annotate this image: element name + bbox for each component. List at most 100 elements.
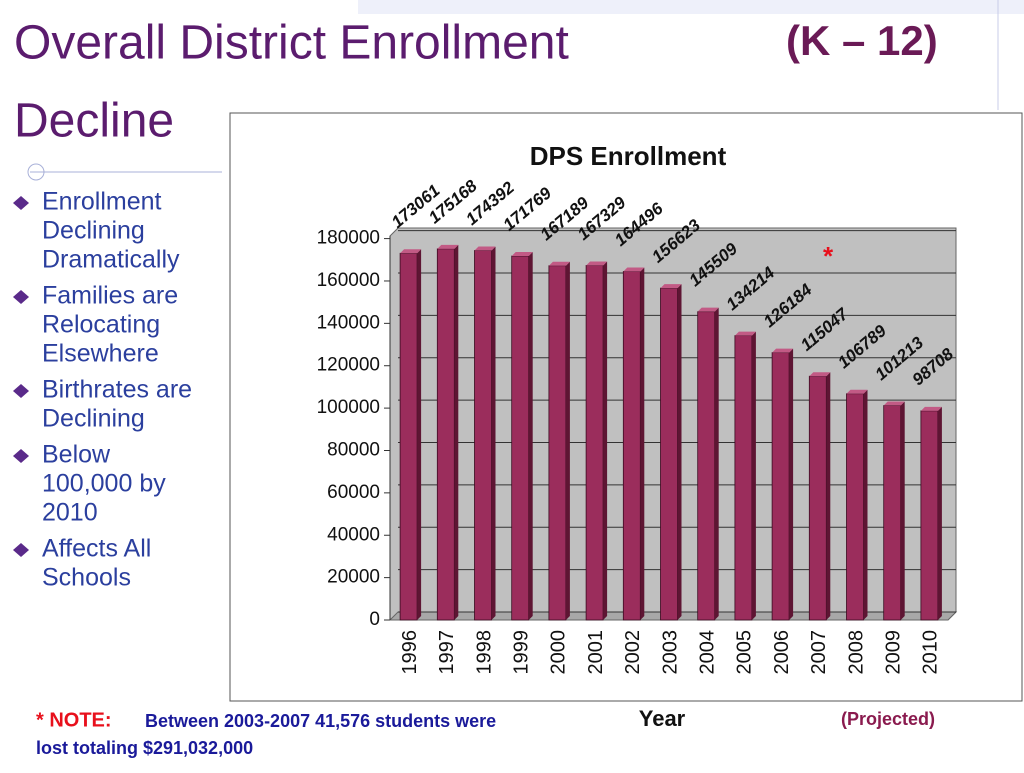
bar-top: [846, 389, 868, 394]
bar-top: [660, 284, 682, 289]
bullet-icon: [13, 543, 29, 557]
bar-top: [437, 244, 459, 249]
bullet-text: Enrollment: [42, 188, 162, 216]
x-tick-label: 2005: [734, 630, 756, 675]
annotation: *: [823, 241, 834, 271]
y-tick-label: 40000: [327, 524, 380, 545]
bar-side: [454, 244, 459, 621]
chart: 0 20000 40000 60000 80000 100000 120000 140000 1…: [317, 176, 958, 675]
bullet-text: Below: [42, 441, 111, 469]
bullet-text: Relocating: [42, 311, 160, 339]
bar-top: [586, 261, 608, 266]
bar-top: [697, 307, 719, 312]
bar: [697, 311, 716, 621]
y-tick-label: 0: [369, 609, 380, 630]
bar-top: [511, 252, 533, 257]
bar: [920, 410, 939, 621]
bar: [734, 335, 753, 621]
x-axis-title: Year: [639, 706, 686, 731]
y-tick-label: 80000: [327, 440, 380, 461]
bar: [622, 271, 641, 621]
y-tick-label: 100000: [317, 397, 380, 418]
bar-top: [623, 267, 645, 272]
bar: [548, 265, 567, 621]
x-tick-label: 2009: [882, 630, 904, 675]
bar: [883, 405, 902, 621]
x-tick-label: 2008: [845, 630, 867, 675]
bar: [660, 287, 678, 621]
x-tick-label: 2002: [622, 630, 644, 675]
x-tick-label: 1996: [399, 630, 421, 675]
x-tick-label: 2007: [808, 630, 830, 675]
bullet-icon: [13, 384, 29, 398]
x-tick-label: 2010: [920, 630, 942, 675]
bar: [808, 375, 827, 621]
y-tick-label: 120000: [317, 355, 380, 376]
bullet-text: Families are: [42, 282, 178, 310]
bar: [511, 255, 530, 621]
bullet-text: Birthrates are: [42, 376, 192, 404]
bar-side: [863, 389, 868, 620]
bar-top: [474, 246, 496, 251]
bar-side: [714, 307, 719, 620]
bullet-icon: [13, 449, 29, 463]
bullet-text: Schools: [42, 564, 131, 592]
note-text: Between 2003-2007 41,576 students were: [145, 711, 496, 731]
bar: [846, 393, 864, 621]
bar-top: [809, 372, 831, 377]
bar-side: [565, 261, 570, 620]
x-tick-label: 2004: [696, 630, 718, 675]
y-tick-label: 180000: [317, 228, 380, 249]
bar-side: [528, 252, 533, 620]
x-tick-label: 2001: [585, 630, 607, 675]
bullet-text: Affects All: [42, 535, 151, 563]
slide-title: Overall District Enrollment: [14, 17, 569, 70]
bar-side: [491, 246, 496, 621]
bar-top: [920, 406, 942, 411]
x-tick-label: 2003: [659, 630, 681, 675]
bar-top: [772, 348, 794, 353]
bullet-icon: [13, 196, 29, 210]
bullet-text: Declining: [42, 217, 145, 245]
bar-side: [417, 249, 422, 620]
bar-side: [900, 401, 905, 620]
y-tick-label: 20000: [327, 567, 380, 588]
bar: [771, 352, 790, 621]
bullet-text: 100,000 by: [42, 470, 166, 498]
bar-side: [640, 267, 645, 620]
bullet-icon: [13, 290, 29, 304]
bullet-text: Dramatically: [42, 246, 180, 274]
bar-side: [937, 406, 942, 620]
bar-side: [789, 348, 794, 620]
y-tick-label: 160000: [317, 270, 380, 291]
bar-top: [883, 401, 905, 406]
bar-top: [548, 261, 570, 266]
slide-subtitle: (K – 12): [786, 17, 938, 64]
bar: [585, 265, 604, 621]
bar-side: [751, 331, 756, 620]
bar: [399, 252, 418, 621]
x-tick-label: 1999: [510, 630, 532, 675]
bar: [474, 250, 492, 621]
bar-side: [603, 261, 608, 620]
y-tick-label: 60000: [327, 482, 380, 503]
bar-top: [400, 249, 422, 254]
bar: [436, 248, 455, 621]
bullet-text: Elsewhere: [42, 340, 159, 368]
header-band: [358, 0, 1024, 14]
x-tick-label: 1998: [473, 630, 495, 675]
chart-title: DPS Enrollment: [530, 141, 727, 171]
bar-side: [677, 284, 682, 620]
bullet-text: 2010: [42, 499, 98, 527]
bar-side: [826, 372, 831, 620]
decor-circle: [27, 163, 45, 181]
annotation: (Projected): [841, 709, 935, 729]
x-tick-label: 2006: [771, 630, 793, 675]
x-tick-label: 1997: [436, 630, 458, 675]
slide-title: Decline: [14, 95, 174, 148]
x-tick-label: 2000: [548, 630, 570, 675]
note-text: lost totaling $291,032,000: [36, 738, 253, 758]
bar-top: [734, 331, 756, 336]
